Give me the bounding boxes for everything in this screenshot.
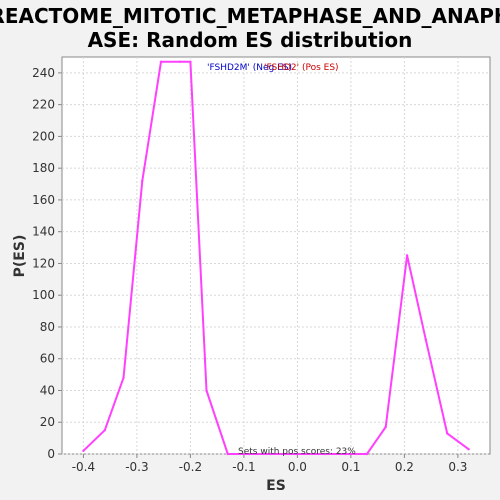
x-axis-ticks: -0.4 -0.3 -0.2 -0.1 0.0 0.1 0.2 0.3 <box>72 454 467 474</box>
annotation-neg-es: 'FSHD2M' (Neg ES) <box>207 63 292 73</box>
x-tick-label: -0.3 <box>125 460 148 474</box>
data-point <box>205 389 208 392</box>
data-point <box>103 428 107 432</box>
data-point <box>344 452 347 456</box>
data-point <box>122 376 125 379</box>
x-tick-label: 0.2 <box>395 460 414 474</box>
series-group <box>82 60 470 456</box>
data-point <box>365 452 369 456</box>
x-tick-label: -0.4 <box>72 460 95 474</box>
grid-lines <box>62 57 490 455</box>
x-tick-label: -0.2 <box>179 460 202 474</box>
data-point <box>322 452 326 456</box>
annotation-pos-scores: Sets with pos scores: 23% <box>238 447 356 457</box>
plot-area <box>61 56 491 455</box>
y-tick-label: 60 <box>40 352 55 366</box>
y-axis-label: P(ES) <box>12 235 28 278</box>
y-tick-label: 120 <box>32 256 55 270</box>
y-axis-ticks: 0 20 40 60 80 100 120 140 160 180 200 220 240 <box>32 66 62 461</box>
x-tick-label: 0.0 <box>288 460 307 474</box>
y-tick-label: 80 <box>40 320 55 334</box>
data-point <box>189 60 192 63</box>
data-point <box>467 448 470 451</box>
x-tick-label: 0.1 <box>341 460 360 474</box>
data-point <box>248 452 251 456</box>
y-tick-label: 0 <box>47 447 55 461</box>
y-tick-label: 180 <box>32 161 55 175</box>
y-tick-label: 220 <box>32 98 55 112</box>
data-point <box>159 60 163 63</box>
y-tick-label: 20 <box>40 415 55 429</box>
data-point <box>269 452 272 456</box>
y-tick-label: 100 <box>32 288 55 302</box>
chart-title-line2: ASE: Random ES distribution <box>88 28 413 52</box>
x-tick-label: 0.3 <box>448 460 467 474</box>
x-tick-label: -0.1 <box>232 460 255 474</box>
data-point <box>82 449 85 453</box>
data-point <box>384 425 387 429</box>
data-point <box>296 452 299 456</box>
data-point <box>226 452 230 456</box>
y-tick-label: 140 <box>32 225 55 239</box>
annotation-pos-es: 'FSHD2' (Pos ES) <box>264 63 339 73</box>
data-point <box>141 179 144 183</box>
y-tick-label: 200 <box>32 129 55 143</box>
data-point <box>446 432 449 435</box>
y-tick-label: 240 <box>32 66 55 80</box>
y-tick-label: 40 <box>40 383 55 397</box>
data-point <box>405 254 409 257</box>
data-point <box>424 338 427 341</box>
data-point <box>178 60 181 63</box>
chart-title-line1: REACTOME_MITOTIC_METAPHASE_AND_ANAPH <box>0 4 500 28</box>
y-tick-label: 160 <box>32 193 55 207</box>
series-line <box>82 60 470 455</box>
x-axis-label: ES <box>266 478 286 494</box>
